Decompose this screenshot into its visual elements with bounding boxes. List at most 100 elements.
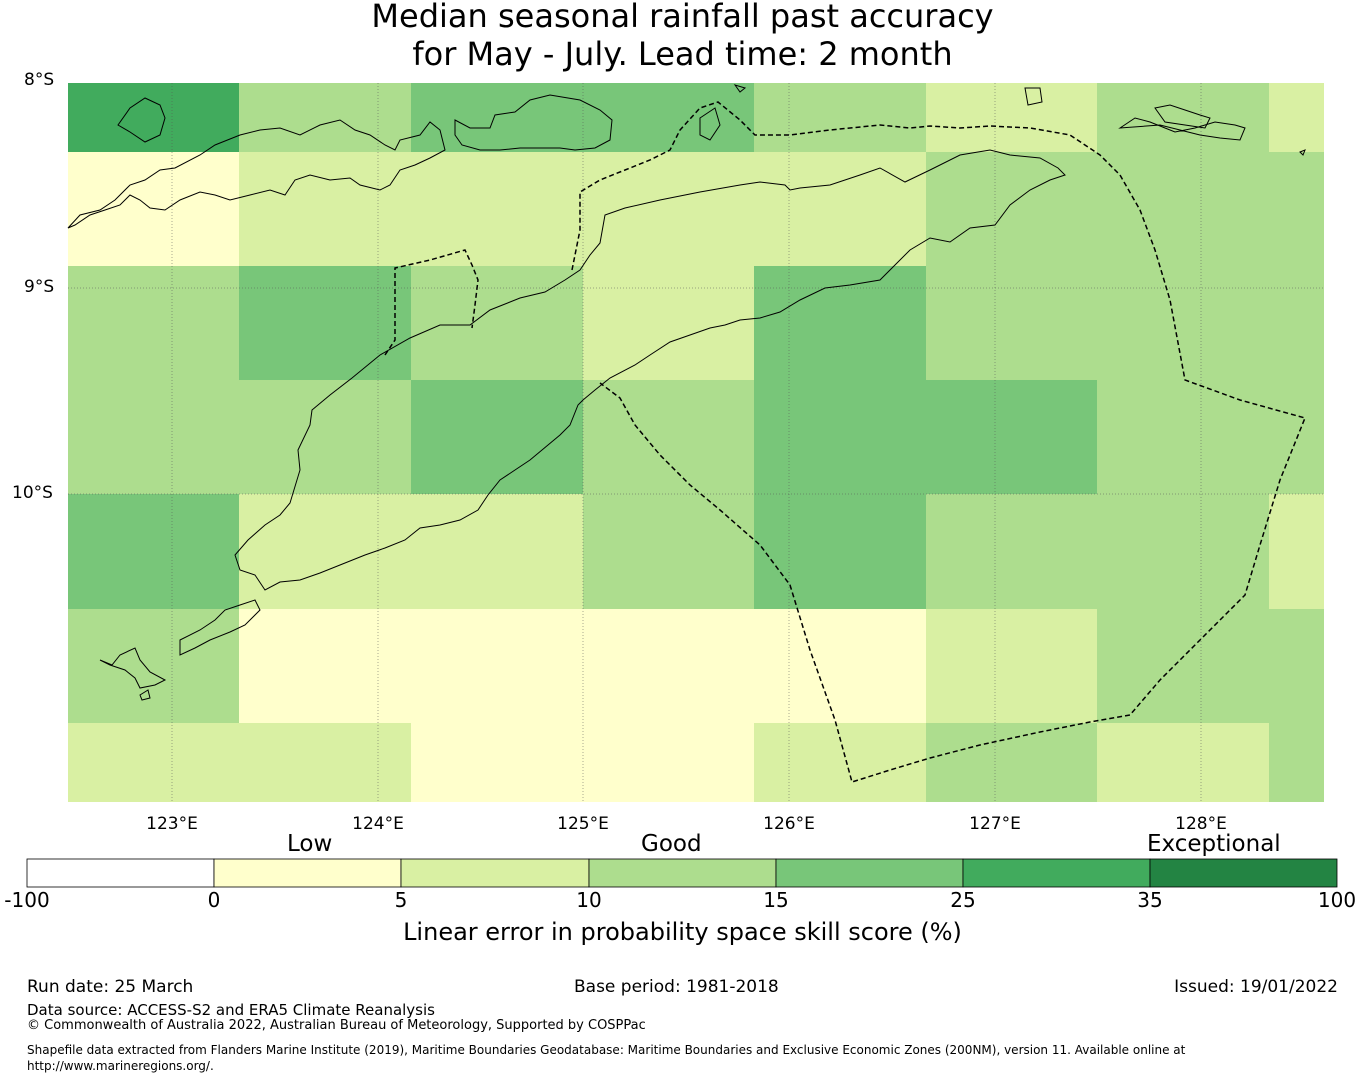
grid-cell	[754, 723, 926, 802]
grid-cell	[754, 152, 926, 266]
eez-boundary	[384, 101, 1307, 783]
grid-cell	[583, 609, 754, 723]
grid-cell	[411, 494, 583, 609]
grid-cell	[239, 266, 411, 380]
coastline-wetar	[1024, 87, 1246, 141]
grid-cell	[1269, 266, 1324, 380]
colorbar-tick: 0	[207, 888, 221, 912]
grid-cell	[926, 83, 1097, 152]
grid-cell	[411, 266, 583, 380]
coastline-atauro	[699, 107, 721, 141]
colorbar-category-exceptional: Exceptional	[1147, 831, 1281, 857]
base-period: Base period: 1981-2018	[574, 977, 779, 997]
grid-cell	[926, 266, 1097, 380]
data-source: Data source: ACCESS-S2 and ERA5 Climate …	[27, 1001, 435, 1019]
colorbar-bin	[26, 858, 215, 888]
colorbar-bin	[775, 858, 964, 888]
lon-label: 128°E	[1175, 814, 1227, 834]
grid-cell	[68, 609, 239, 723]
grid-cell	[239, 152, 411, 266]
grid-cell	[239, 83, 411, 152]
lon-label: 123°E	[146, 814, 198, 834]
lon-label: 127°E	[969, 814, 1021, 834]
grid-cell	[1097, 723, 1269, 802]
grid-cell	[926, 152, 1097, 266]
map-title-line-1: Median seasonal rainfall past accuracy	[371, 0, 994, 35]
grid-cell	[926, 380, 1097, 494]
lon-label: 126°E	[763, 814, 815, 834]
colorbar-tick: 25	[950, 888, 976, 912]
run-date: Run date: 25 March	[27, 977, 194, 997]
lon-label: 125°E	[557, 814, 609, 834]
colorbar-bin	[213, 858, 402, 888]
grid-cell	[1269, 494, 1324, 609]
colorbar-category-low: Low	[287, 831, 333, 857]
grid-cell	[583, 494, 754, 609]
colorbar-tick: 10	[576, 888, 602, 912]
grid-cell	[68, 83, 239, 152]
grid-cell	[583, 266, 754, 380]
grid-cell	[754, 266, 926, 380]
grid-cell	[754, 83, 926, 152]
grid-cell	[239, 723, 411, 802]
colorbar-bin	[400, 858, 590, 888]
grid-cell	[1097, 609, 1269, 723]
grid-cell	[411, 380, 583, 494]
coastline-timor	[234, 149, 1066, 591]
map-title-line-2: for May - July. Lead time: 2 month	[412, 35, 953, 73]
grid-cell	[239, 494, 411, 609]
grid-cell	[1097, 152, 1269, 266]
grid-cell	[411, 723, 583, 802]
grid-cell	[68, 266, 239, 380]
colorbar-tick: -100	[4, 888, 50, 912]
grid-cell	[583, 152, 754, 266]
eez-boundary-oecusse	[384, 249, 479, 356]
coastline-flores	[67, 119, 446, 229]
grid-cell	[926, 494, 1097, 609]
coastline-sumba-rote	[99, 599, 261, 701]
grid-cell	[1097, 494, 1269, 609]
colorbar-tick: 100	[1317, 888, 1357, 912]
grid-cell	[1269, 609, 1324, 723]
grid-cell	[411, 152, 583, 266]
colorbar-bin	[962, 858, 1151, 888]
grid-cell	[1097, 380, 1269, 494]
grid-cell	[583, 83, 754, 152]
lat-label: 10°S	[12, 483, 53, 503]
colorbar-bin	[588, 858, 777, 888]
colorbar-bins	[26, 858, 1338, 888]
grid-cell	[754, 380, 926, 494]
grid-cell	[68, 723, 239, 802]
grid-cell	[583, 380, 754, 494]
colorbar-tick: 15	[763, 888, 789, 912]
eez-boundary-main	[571, 101, 1307, 783]
colorbar-title: Linear error in probability space skill …	[403, 918, 962, 946]
colorbar-bin	[1149, 858, 1338, 888]
grid-cell	[754, 494, 926, 609]
issued-date: Issued: 19/01/2022	[1174, 977, 1338, 997]
colorbar-tick: 5	[394, 888, 408, 912]
shapefile-credit: Shapefile data extracted from Flanders M…	[27, 1043, 1186, 1057]
grid-cell	[68, 380, 239, 494]
grid-cell	[239, 609, 411, 723]
lon-label: 124°E	[352, 814, 404, 834]
grid-cell	[1269, 83, 1324, 152]
grid-cell	[1269, 152, 1324, 266]
grid-cell	[1269, 723, 1324, 802]
grid-cell	[1269, 380, 1324, 494]
coastline-north	[117, 84, 1306, 156]
grid-cell	[754, 609, 926, 723]
grid-cell	[1097, 83, 1269, 152]
colorbar-tick: 35	[1137, 888, 1163, 912]
coastline-alor	[454, 94, 613, 151]
copyright: © Commonwealth of Australia 2022, Austra…	[27, 1018, 646, 1033]
lat-label: 8°S	[24, 70, 55, 90]
grid-cell	[68, 494, 239, 609]
coastlines	[67, 84, 1306, 701]
grid-cell	[583, 723, 754, 802]
grid-cell	[411, 609, 583, 723]
shapefile-url: http://www.marineregions.org/.	[27, 1059, 214, 1073]
skill-grid-cells	[68, 83, 1324, 802]
